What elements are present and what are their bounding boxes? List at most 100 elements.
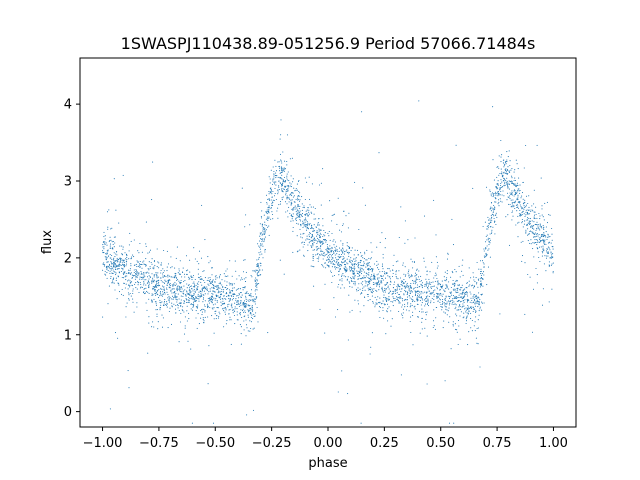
data-point [176, 296, 178, 298]
data-point [369, 280, 371, 282]
data-point [408, 269, 410, 271]
data-point [475, 301, 477, 303]
data-point [419, 300, 421, 302]
data-point [210, 282, 212, 284]
data-point [196, 287, 198, 289]
data-point [483, 274, 485, 276]
data-point [135, 268, 137, 271]
data-point [308, 234, 310, 236]
data-point [244, 303, 246, 305]
data-point [357, 265, 359, 267]
data-point [498, 174, 500, 176]
data-point [441, 295, 443, 297]
data-point [158, 282, 160, 284]
data-point [514, 184, 516, 186]
data-point [456, 280, 459, 282]
data-point [192, 282, 194, 284]
data-point [365, 272, 367, 274]
data-point [265, 211, 267, 213]
data-point [271, 213, 274, 216]
data-point [363, 275, 365, 277]
data-point [366, 265, 368, 267]
data-point [102, 263, 104, 265]
data-point [204, 288, 206, 290]
data-point [289, 158, 291, 160]
data-point [337, 197, 339, 199]
data-point [224, 313, 227, 315]
data-point [478, 292, 480, 294]
data-point [361, 292, 363, 295]
data-point [179, 289, 181, 291]
data-point [227, 304, 229, 306]
data-point [231, 299, 234, 301]
data-point [310, 206, 312, 208]
data-point [456, 288, 459, 290]
data-point [306, 221, 308, 223]
data-point [245, 300, 248, 302]
data-point [342, 255, 344, 258]
data-point [488, 222, 490, 224]
data-point [385, 273, 388, 275]
data-point [168, 295, 170, 297]
data-point [508, 170, 510, 172]
data-point [196, 260, 198, 262]
data-point [266, 212, 268, 214]
data-point [188, 278, 190, 280]
data-point [307, 226, 309, 228]
data-point [276, 210, 278, 212]
data-point [273, 176, 275, 178]
data-point [552, 262, 554, 264]
data-point [455, 304, 457, 306]
data-point [414, 272, 417, 274]
data-point [109, 236, 111, 238]
data-point [148, 316, 150, 318]
data-point [240, 326, 242, 328]
data-point [309, 240, 311, 243]
data-point [207, 277, 209, 279]
data-point [369, 286, 371, 288]
data-point [190, 308, 192, 310]
data-point [376, 267, 379, 269]
data-point [552, 257, 554, 259]
data-point [421, 302, 423, 304]
data-point [217, 307, 219, 309]
data-point [452, 272, 454, 274]
data-point [341, 262, 343, 264]
data-point [400, 297, 402, 299]
data-point [186, 283, 188, 285]
data-point [482, 278, 484, 280]
data-point [234, 293, 236, 296]
data-point [259, 248, 261, 250]
x-tick-label: −0.25 [252, 436, 292, 451]
data-point [126, 260, 128, 262]
data-point [526, 211, 529, 213]
data-point [520, 197, 522, 199]
data-point [525, 229, 527, 231]
data-point [116, 265, 118, 267]
data-point [201, 204, 203, 206]
data-point [331, 249, 333, 251]
data-point [517, 198, 519, 200]
data-point [296, 189, 298, 191]
data-point [454, 282, 456, 284]
data-point [410, 286, 412, 288]
data-point [273, 173, 275, 175]
data-point [456, 331, 458, 333]
data-point [274, 187, 276, 190]
data-point [169, 283, 171, 285]
data-point [198, 298, 200, 300]
data-point [473, 276, 475, 278]
data-point [114, 271, 116, 273]
data-point [308, 198, 311, 200]
x-tick-label: 0.25 [370, 436, 399, 451]
data-point [361, 267, 363, 269]
data-point [522, 240, 524, 242]
data-point [268, 176, 270, 178]
data-point [139, 263, 141, 265]
data-point [296, 209, 298, 211]
data-point [306, 238, 308, 240]
data-point [204, 316, 206, 318]
data-point [325, 249, 327, 251]
data-point [536, 217, 538, 219]
data-point [221, 288, 223, 290]
